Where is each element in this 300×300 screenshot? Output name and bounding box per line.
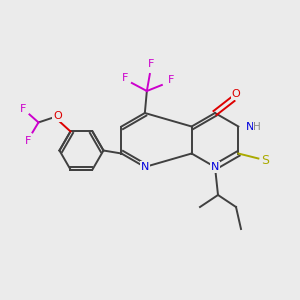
Text: O: O — [53, 111, 62, 122]
Text: H: H — [254, 122, 261, 131]
Text: F: F — [148, 59, 154, 69]
Text: S: S — [261, 154, 269, 167]
Text: O: O — [232, 89, 240, 99]
Text: N: N — [141, 162, 149, 172]
Text: N: N — [211, 162, 219, 172]
Text: F: F — [168, 75, 174, 85]
Text: F: F — [122, 73, 128, 83]
Text: N: N — [245, 122, 254, 131]
Text: F: F — [25, 136, 32, 146]
Text: F: F — [20, 104, 27, 114]
